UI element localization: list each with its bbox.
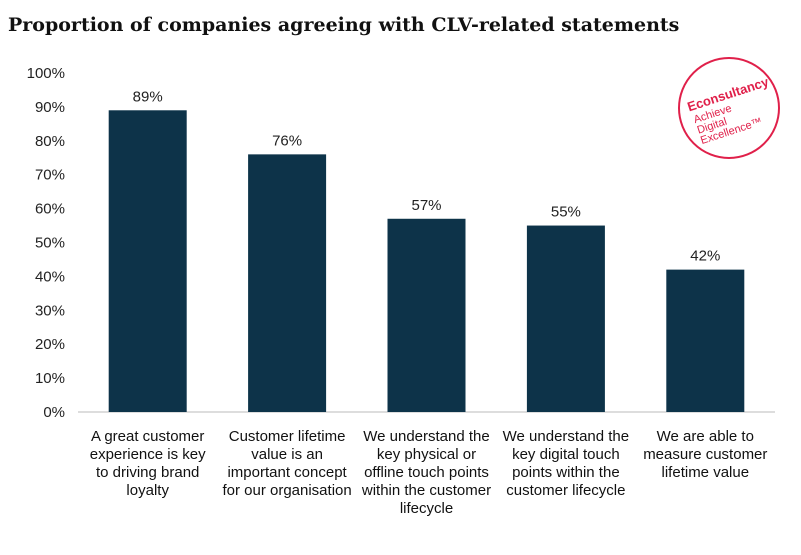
y-tick-label: 90% xyxy=(35,99,65,116)
bar xyxy=(108,110,187,412)
chart-title: Proportion of companies agreeing with CL… xyxy=(8,14,680,36)
x-category-label: A great customer experience is key to dr… xyxy=(89,428,206,499)
data-label: 55% xyxy=(551,204,581,221)
y-tick-label: 30% xyxy=(35,302,65,319)
y-tick-label: 70% xyxy=(35,167,65,184)
bar xyxy=(248,154,327,413)
x-category-label: Customer lifetime value is an important … xyxy=(222,428,352,499)
y-tick-label: 50% xyxy=(35,235,65,252)
data-label: 76% xyxy=(272,132,302,149)
bar xyxy=(387,218,466,412)
x-category-label: We are able to measure customer lifetime… xyxy=(643,428,768,481)
y-tick-label: 20% xyxy=(35,336,65,353)
bar xyxy=(666,269,745,412)
bar xyxy=(526,225,605,412)
y-tick-label: 60% xyxy=(35,201,65,218)
y-tick-label: 100% xyxy=(27,65,65,82)
y-tick-label: 10% xyxy=(35,370,65,387)
y-tick-label: 0% xyxy=(43,404,65,421)
y-tick-label: 40% xyxy=(35,268,65,285)
data-label: 57% xyxy=(411,197,441,214)
y-tick-label: 80% xyxy=(35,133,65,150)
econsultancy-logo: Econsultancy Achieve Digital Excellence™ xyxy=(678,57,780,159)
x-category-label: We understand the key physical or offlin… xyxy=(361,428,492,517)
x-category-label: We understand the key digital touch poin… xyxy=(502,428,630,499)
data-label: 42% xyxy=(690,248,720,265)
data-label: 89% xyxy=(133,88,163,105)
